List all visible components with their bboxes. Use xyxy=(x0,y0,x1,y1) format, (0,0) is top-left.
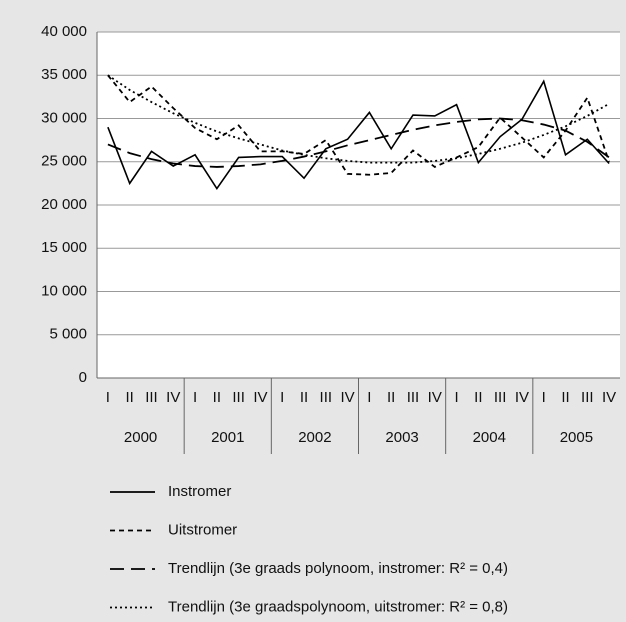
x-tick-label: I xyxy=(542,389,546,406)
legend-label: Instromer xyxy=(168,483,231,500)
y-tick-label: 25 000 xyxy=(41,153,87,170)
x-tick-label: IV xyxy=(515,389,529,406)
year-label: 2000 xyxy=(124,429,157,446)
x-tick-label: III xyxy=(320,389,333,406)
y-tick-label: 0 xyxy=(79,369,87,386)
x-tick-label: IV xyxy=(341,389,355,406)
series-line xyxy=(107,74,610,176)
x-tick-label: IV xyxy=(602,389,616,406)
year-label: 2005 xyxy=(560,429,593,446)
x-tick-label: III xyxy=(232,389,245,406)
series-line xyxy=(107,117,610,168)
x-tick-label: II xyxy=(126,389,134,406)
series-line xyxy=(107,79,610,190)
year-label: 2003 xyxy=(385,429,418,446)
y-tick-label: 10 000 xyxy=(41,282,87,299)
x-tick-label: IV xyxy=(428,389,442,406)
x-tick-label: III xyxy=(407,389,420,406)
x-tick-label: II xyxy=(474,389,482,406)
year-label: 2001 xyxy=(211,429,244,446)
y-tick-label: 35 000 xyxy=(41,66,87,83)
y-tick-label: 5 000 xyxy=(49,326,87,343)
legend-label: Uitstromer xyxy=(168,521,237,538)
x-tick-label: I xyxy=(454,389,458,406)
x-tick-label: III xyxy=(145,389,158,406)
x-tick-label: II xyxy=(387,389,395,406)
year-label: 2002 xyxy=(298,429,331,446)
x-tick-label: I xyxy=(106,389,110,406)
x-tick-label: II xyxy=(213,389,221,406)
x-tick-label: I xyxy=(193,389,197,406)
x-tick-label: II xyxy=(561,389,569,406)
year-label: 2004 xyxy=(473,429,506,446)
legend-label: Trendlijn (3e graadspolynoom, uitstromer… xyxy=(168,598,508,615)
series-line xyxy=(107,74,610,164)
x-tick-label: I xyxy=(367,389,371,406)
y-tick-label: 30 000 xyxy=(41,109,87,126)
y-tick-label: 20 000 xyxy=(41,196,87,213)
legend-label: Trendlijn (3e graads polynoom, instromer… xyxy=(168,560,508,577)
y-tick-label: 15 000 xyxy=(41,239,87,256)
x-tick-label: IV xyxy=(166,389,180,406)
x-tick-label: I xyxy=(280,389,284,406)
y-tick-label: 40 000 xyxy=(41,23,87,40)
x-tick-label: IV xyxy=(253,389,267,406)
x-tick-label: II xyxy=(300,389,308,406)
x-tick-label: III xyxy=(581,389,594,406)
x-tick-label: III xyxy=(494,389,507,406)
